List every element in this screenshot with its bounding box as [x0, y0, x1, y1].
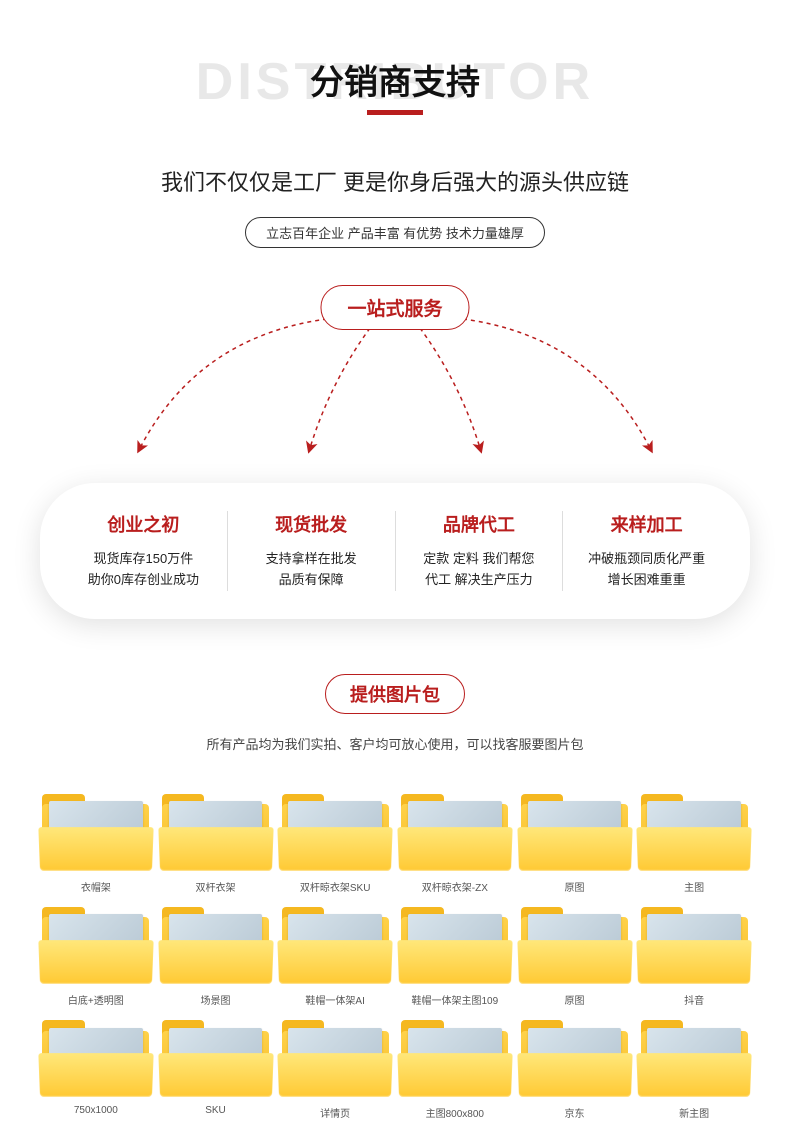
folder-label: 京东 [519, 1105, 631, 1120]
folder-icon [160, 793, 272, 871]
folder-item[interactable]: 新主图 [638, 1019, 750, 1120]
folder-label: SKU [160, 1105, 272, 1116]
folder-icon [279, 793, 391, 871]
folder-label: 原图 [519, 992, 631, 1007]
folder-label: 新主图 [638, 1105, 750, 1120]
folder-label: 双杆晾衣架SKU [279, 879, 391, 894]
folder-label: 主图800x800 [399, 1105, 511, 1120]
folder-icon [279, 1019, 391, 1097]
header-section: DISTRIBUTOR 分销商支持 [0, 0, 790, 140]
folder-icon [160, 906, 272, 984]
folder-icon [40, 906, 152, 984]
service-desc: 冲破瓶颈同质化严重 增长困难重重 [573, 549, 720, 591]
folder-item[interactable]: 原图 [519, 793, 631, 894]
imgpack-title-row: 提供图片包 [0, 674, 790, 714]
folder-icon [519, 906, 631, 984]
folder-item[interactable]: 京东 [519, 1019, 631, 1120]
folder-item[interactable]: 双杆晾衣架SKU [279, 793, 391, 894]
folder-label: 鞋帽一体架主图109 [399, 992, 511, 1007]
service-title: 创业之初 [70, 511, 217, 537]
folder-label: 750x1000 [40, 1105, 152, 1116]
folder-item[interactable]: 原图 [519, 906, 631, 1007]
service-col-1: 创业之初 现货库存150万件 助你0库存创业成功 [60, 511, 228, 591]
folder-item[interactable]: 场景图 [160, 906, 272, 1007]
imgpack-pill: 提供图片包 [325, 674, 465, 714]
folder-icon [399, 793, 511, 871]
folder-item[interactable]: 双杆晾衣架-ZX [399, 793, 511, 894]
folder-item[interactable]: 双杆衣架 [160, 793, 272, 894]
folder-item[interactable]: 主图 [638, 793, 750, 894]
service-desc: 定款 定料 我们帮您 代工 解决生产压力 [406, 549, 553, 591]
service-title: 现货批发 [238, 511, 385, 537]
folder-item[interactable]: 鞋帽一体架主图109 [399, 906, 511, 1007]
folder-label: 白底+透明图 [40, 992, 152, 1007]
folder-item[interactable]: 主图800x800 [399, 1019, 511, 1120]
folder-label: 双杆衣架 [160, 879, 272, 894]
service-col-4: 来样加工 冲破瓶颈同质化严重 增长困难重重 [563, 511, 730, 591]
service-col-3: 品牌代工 定款 定料 我们帮您 代工 解决生产压力 [396, 511, 564, 591]
subtitle-text: 我们不仅仅是工厂 更是你身后强大的源头供应链 [0, 165, 790, 197]
tagline-pill: 立志百年企业 产品丰富 有优势 技术力量雄厚 [245, 217, 545, 248]
folder-label: 主图 [638, 879, 750, 894]
folder-icon [638, 1019, 750, 1097]
folder-item[interactable]: 白底+透明图 [40, 906, 152, 1007]
folder-icon [519, 1019, 631, 1097]
tagline-row: 立志百年企业 产品丰富 有优势 技术力量雄厚 [0, 217, 790, 248]
folder-label: 鞋帽一体架AI [279, 992, 391, 1007]
folder-label: 场景图 [160, 992, 272, 1007]
folder-item[interactable]: 750x1000 [40, 1019, 152, 1120]
folder-label: 衣帽架 [40, 879, 152, 894]
hub-diagram: 一站式服务 [0, 273, 790, 483]
main-title: 分销商支持 [0, 55, 790, 104]
service-desc: 现货库存150万件 助你0库存创业成功 [70, 549, 217, 591]
folder-label: 抖音 [638, 992, 750, 1007]
folder-label: 原图 [519, 879, 631, 894]
folder-icon [279, 906, 391, 984]
service-title: 品牌代工 [406, 511, 553, 537]
folder-icon [638, 906, 750, 984]
folder-icon [40, 793, 152, 871]
folder-item[interactable]: 详情页 [279, 1019, 391, 1120]
folders-grid: 衣帽架 双杆衣架 双杆晾衣架SKU 双杆晾衣架-ZX [40, 793, 750, 1120]
folder-item[interactable]: 鞋帽一体架AI [279, 906, 391, 1007]
folder-item[interactable]: 抖音 [638, 906, 750, 1007]
folder-icon [399, 1019, 511, 1097]
folder-icon [638, 793, 750, 871]
folder-icon [399, 906, 511, 984]
service-desc: 支持拿样在批发 品质有保障 [238, 549, 385, 591]
folder-icon [40, 1019, 152, 1097]
imgpack-subtitle: 所有产品均为我们实拍、客户均可放心使用，可以找客服要图片包 [0, 734, 790, 753]
folder-icon [160, 1019, 272, 1097]
folder-icon [519, 793, 631, 871]
services-panel: 创业之初 现货库存150万件 助你0库存创业成功 现货批发 支持拿样在批发 品质… [40, 483, 750, 619]
folder-item[interactable]: SKU [160, 1019, 272, 1120]
hub-pill: 一站式服务 [320, 285, 469, 330]
folder-label: 详情页 [279, 1105, 391, 1120]
service-title: 来样加工 [573, 511, 720, 537]
service-col-2: 现货批发 支持拿样在批发 品质有保障 [228, 511, 396, 591]
folder-item[interactable]: 衣帽架 [40, 793, 152, 894]
folder-label: 双杆晾衣架-ZX [399, 879, 511, 894]
